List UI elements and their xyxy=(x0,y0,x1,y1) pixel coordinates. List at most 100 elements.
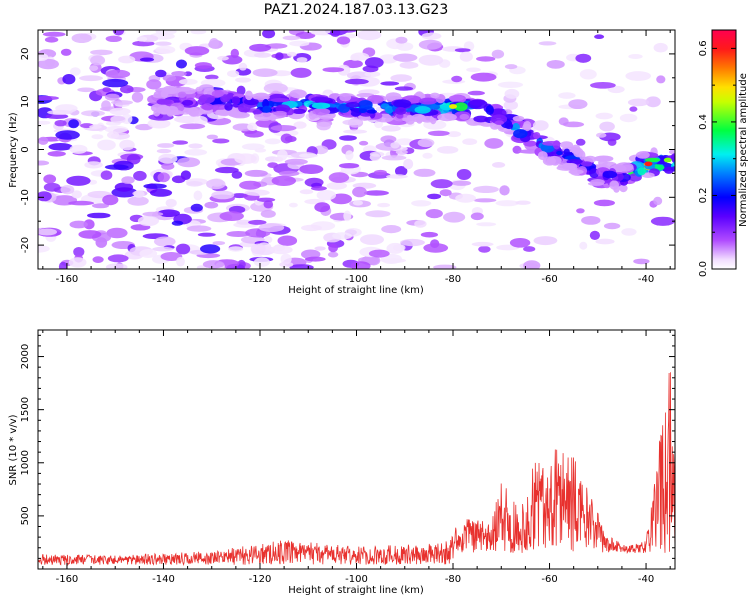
heatmap-cell xyxy=(91,134,104,140)
heatmap-cell xyxy=(343,210,352,222)
heatmap-cell xyxy=(380,135,397,143)
heatmap-cell xyxy=(523,121,532,130)
heatmap-peak xyxy=(644,161,653,167)
heatmap-cell xyxy=(280,133,293,144)
heatmap-cell xyxy=(38,58,59,70)
heatmap-cell xyxy=(69,67,81,76)
heatmap-cell xyxy=(339,93,352,102)
heatmap-cell xyxy=(653,42,668,53)
x-tick-label: -140 xyxy=(152,574,175,585)
heatmap-cell xyxy=(492,162,506,168)
snr-x-axis: -160 -140 -120 -100 -80 -60 -40 xyxy=(42,330,671,585)
heatmap-cell xyxy=(194,62,212,69)
heatmap-cell xyxy=(118,55,136,64)
heatmap-cell xyxy=(556,150,563,156)
heatmap-cell xyxy=(559,141,574,149)
heatmap-cell xyxy=(467,90,485,96)
heatmap-cell xyxy=(580,161,593,167)
heatmap-cell xyxy=(395,36,408,44)
heatmap-cell xyxy=(393,53,418,62)
heatmap-cell xyxy=(512,115,525,122)
heatmap-cell xyxy=(260,209,276,218)
heatmap-cell xyxy=(420,116,435,123)
heatmap-cell xyxy=(249,43,272,52)
heatmap-cell xyxy=(238,62,248,71)
colorbar-gradient xyxy=(711,29,737,270)
heatmap-cell xyxy=(55,130,80,140)
heatmap-cell xyxy=(427,130,450,136)
heatmap-cell xyxy=(176,59,187,69)
heatmap-cell xyxy=(195,86,203,92)
heatmap-cell xyxy=(368,249,390,258)
heatmap-cell xyxy=(350,54,360,61)
heatmap-peak xyxy=(663,157,672,163)
heatmap-cell xyxy=(135,123,153,131)
heatmap-cell xyxy=(69,144,88,154)
heatmap-cell xyxy=(451,180,472,186)
heatmap-cell xyxy=(590,82,616,89)
heatmap-cell xyxy=(568,169,584,175)
heatmap-cell xyxy=(311,102,331,109)
heatmap-cell xyxy=(101,100,111,111)
heatmap-cell xyxy=(485,105,494,115)
heatmap-cell xyxy=(339,163,360,169)
heatmap-cell xyxy=(352,200,363,206)
heatmap-cell xyxy=(437,113,457,122)
heatmap-cell xyxy=(533,236,558,246)
snr-series-line xyxy=(38,372,675,567)
heatmap-cell xyxy=(47,151,66,157)
heatmap-cell xyxy=(394,107,407,115)
x-tick-label: -60 xyxy=(541,574,557,585)
x-tick-label: -160 xyxy=(56,574,79,585)
heatmap-cell xyxy=(136,36,148,42)
heatmap-cell xyxy=(380,81,400,86)
heatmap-cell xyxy=(252,109,263,115)
heatmap-cell xyxy=(497,81,524,89)
heatmap-cell xyxy=(374,120,383,129)
heatmap-cell xyxy=(215,166,239,174)
heatmap-cell xyxy=(270,98,290,103)
spectrogram-heatmap xyxy=(38,30,675,269)
heatmap-cell xyxy=(190,203,203,212)
heatmap-cell xyxy=(104,125,128,133)
heatmap-cell xyxy=(425,209,443,219)
heatmap-cell xyxy=(360,234,384,246)
y-tick-label: -10 xyxy=(20,189,31,205)
heatmap-cell xyxy=(236,85,246,96)
heatmap-cell xyxy=(344,78,369,85)
heatmap-cell xyxy=(157,209,180,217)
heatmap-cell xyxy=(384,105,394,114)
heatmap-cell xyxy=(48,143,73,151)
heatmap-cell xyxy=(598,159,608,166)
heatmap-cell xyxy=(275,104,291,113)
heatmap-cell xyxy=(279,261,294,268)
heatmap-cell xyxy=(186,181,203,187)
heatmap-cell xyxy=(470,212,484,221)
heatmap-cell xyxy=(422,152,433,159)
heatmap-cell xyxy=(505,122,514,130)
heatmap-cell xyxy=(670,153,675,162)
heatmap-cell xyxy=(515,200,531,205)
heatmap-cell xyxy=(420,231,438,238)
heatmap-cell xyxy=(369,151,385,157)
heatmap-cell xyxy=(328,172,350,183)
heatmap-cell xyxy=(570,144,581,155)
heatmap-cell xyxy=(595,112,613,120)
heatmap-cell xyxy=(579,241,588,250)
heatmap-cell xyxy=(107,131,120,139)
heatmap-cell xyxy=(411,200,432,207)
heatmap-cell xyxy=(644,157,661,163)
heatmap-cell xyxy=(143,183,167,189)
heatmap-cell xyxy=(243,98,259,106)
heatmap-cell xyxy=(254,148,267,153)
heatmap-cell xyxy=(619,184,628,193)
heatmap-cell xyxy=(484,138,504,149)
heatmap-cell xyxy=(149,188,173,197)
colorbar-label: Normalized spectral amplitude xyxy=(738,73,749,227)
heatmap-cell xyxy=(230,48,239,59)
heatmap-cell xyxy=(619,113,638,123)
heatmap-cell xyxy=(58,261,68,269)
heatmap-cell xyxy=(322,67,345,73)
heatmap-cell xyxy=(111,100,133,105)
heatmap-cell xyxy=(590,179,605,185)
